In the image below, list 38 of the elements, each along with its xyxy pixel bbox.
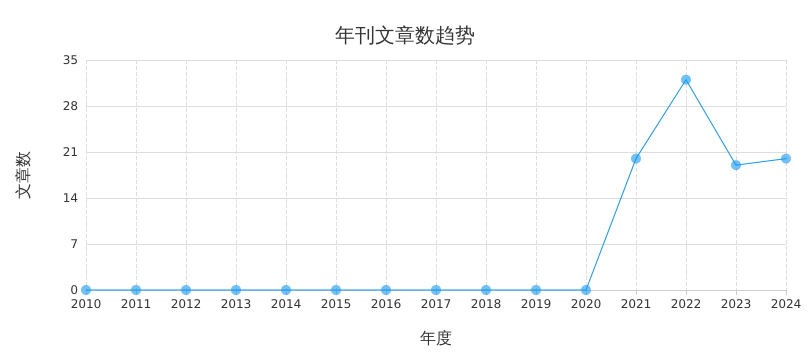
point — [431, 285, 441, 295]
x-tick-label: 2022 — [670, 297, 702, 311]
x-tick-label: 2011 — [120, 297, 152, 311]
point — [731, 160, 741, 170]
x-tick-label: 2024 — [770, 297, 802, 311]
x-tick-label: 2020 — [570, 297, 602, 311]
y-tick-label: 28 — [62, 99, 78, 113]
point — [581, 285, 591, 295]
chart-title: 年刊文章数趋势 — [335, 23, 475, 47]
y-tick-label: 35 — [62, 53, 78, 67]
x-tick-label: 2013 — [220, 297, 252, 311]
x-tick-label: 2021 — [620, 297, 652, 311]
x-tick-label: 2014 — [270, 297, 302, 311]
point — [331, 285, 341, 295]
y-axis-title: 文章数 — [14, 151, 32, 199]
x-tick-label: 2023 — [720, 297, 752, 311]
y-tick-label: 14 — [62, 191, 78, 205]
x-tick-label: 2015 — [320, 297, 352, 311]
x-tick-label: 2016 — [370, 297, 402, 311]
point — [631, 154, 641, 164]
x-tick-label: 2017 — [420, 297, 452, 311]
point — [381, 285, 391, 295]
point — [531, 285, 541, 295]
x-tick-label: 2019 — [520, 297, 552, 311]
y-tick-label: 7 — [70, 237, 78, 251]
x-tick-label: 2018 — [470, 297, 502, 311]
point — [231, 285, 241, 295]
x-axis-title: 年度 — [420, 328, 452, 348]
y-tick-label: 21 — [62, 145, 78, 159]
point — [131, 285, 141, 295]
point — [681, 74, 691, 85]
point — [181, 285, 191, 295]
point — [781, 154, 791, 164]
x-tick-label: 2012 — [170, 297, 202, 311]
x-tick-label: 2010 — [70, 297, 102, 311]
point — [281, 285, 291, 295]
y-tick-label: 0 — [70, 283, 78, 297]
point — [481, 285, 491, 295]
